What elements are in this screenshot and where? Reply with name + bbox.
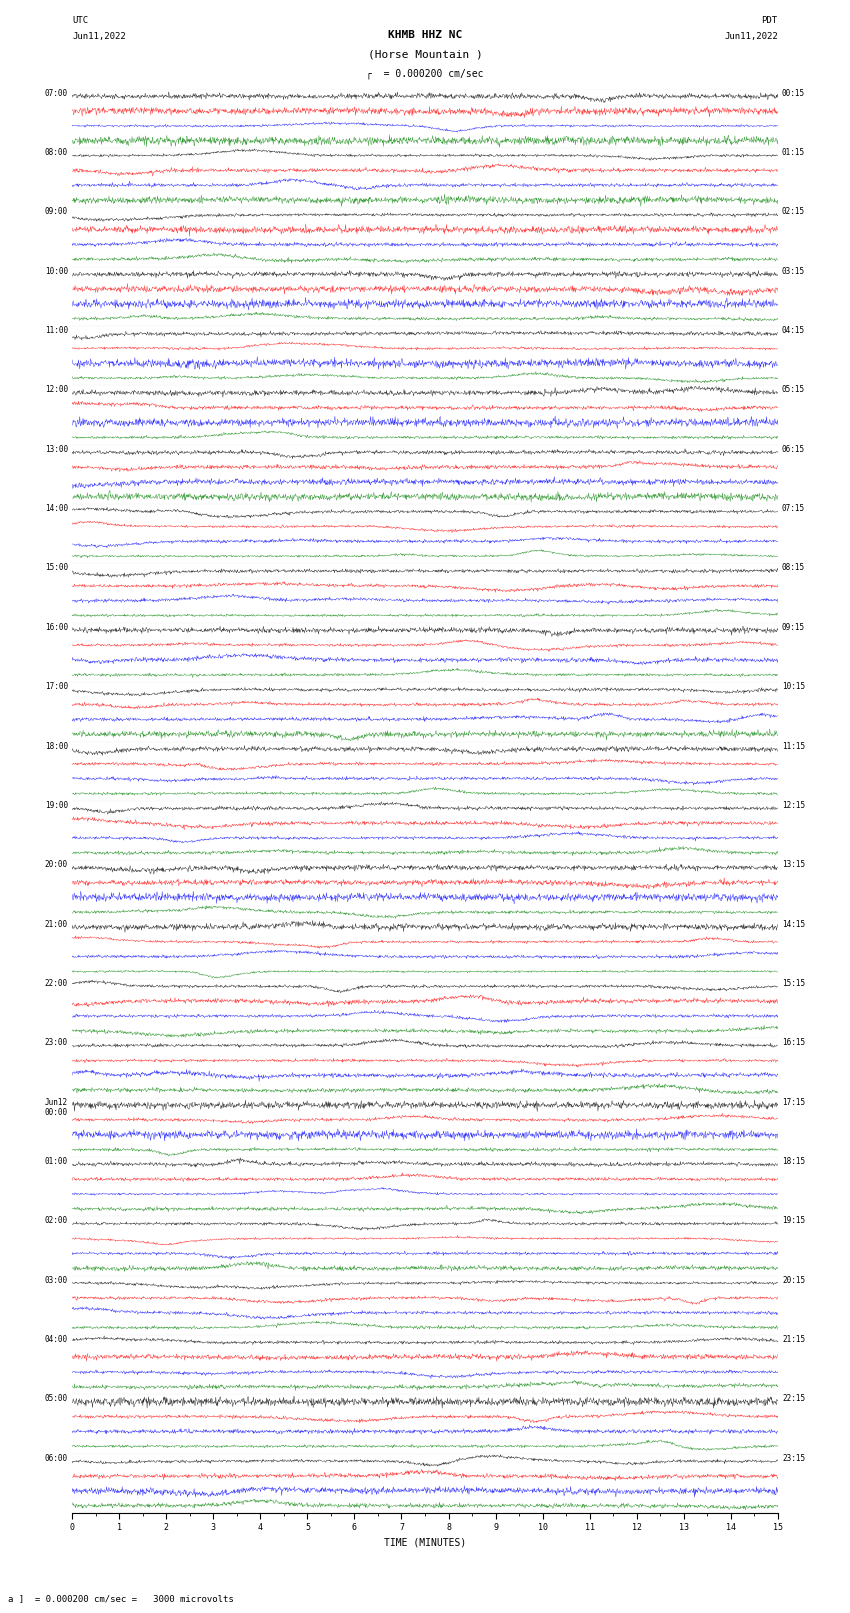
Text: 05:00: 05:00 [45, 1394, 68, 1403]
Text: 03:15: 03:15 [782, 266, 805, 276]
Text: 01:15: 01:15 [782, 148, 805, 156]
Text: 23:15: 23:15 [782, 1453, 805, 1463]
Text: 19:00: 19:00 [45, 800, 68, 810]
Text: 18:15: 18:15 [782, 1157, 805, 1166]
Text: 18:00: 18:00 [45, 742, 68, 750]
Text: 02:15: 02:15 [782, 208, 805, 216]
Text: 01:00: 01:00 [45, 1157, 68, 1166]
Text: 05:15: 05:15 [782, 386, 805, 395]
Text: 15:15: 15:15 [782, 979, 805, 987]
Text: 03:00: 03:00 [45, 1276, 68, 1284]
Text: 19:15: 19:15 [782, 1216, 805, 1226]
Text: 16:00: 16:00 [45, 623, 68, 632]
Text: PDT: PDT [762, 16, 778, 26]
Text: 17:15: 17:15 [782, 1097, 805, 1107]
Text: 00:15: 00:15 [782, 89, 805, 98]
Text: 21:15: 21:15 [782, 1336, 805, 1344]
Text: 13:15: 13:15 [782, 860, 805, 869]
Text: 02:00: 02:00 [45, 1216, 68, 1226]
Text: Jun11,2022: Jun11,2022 [724, 32, 778, 42]
Text: 23:00: 23:00 [45, 1039, 68, 1047]
Text: KHMB HHZ NC: KHMB HHZ NC [388, 31, 462, 40]
Text: UTC: UTC [72, 16, 88, 26]
Text: 10:00: 10:00 [45, 266, 68, 276]
Text: 08:00: 08:00 [45, 148, 68, 156]
Text: a ]  = 0.000200 cm/sec =   3000 microvolts: a ] = 0.000200 cm/sec = 3000 microvolts [8, 1594, 235, 1603]
Text: Jun11,2022: Jun11,2022 [72, 32, 126, 42]
Text: 21:00: 21:00 [45, 919, 68, 929]
Text: 13:00: 13:00 [45, 445, 68, 453]
Text: 16:15: 16:15 [782, 1039, 805, 1047]
Text: 14:15: 14:15 [782, 919, 805, 929]
Text: 04:00: 04:00 [45, 1336, 68, 1344]
Text: 09:00: 09:00 [45, 208, 68, 216]
Text: 12:00: 12:00 [45, 386, 68, 395]
Text: 08:15: 08:15 [782, 563, 805, 573]
Text: 17:00: 17:00 [45, 682, 68, 690]
Text: 11:00: 11:00 [45, 326, 68, 336]
Text: 06:15: 06:15 [782, 445, 805, 453]
Text: 11:15: 11:15 [782, 742, 805, 750]
Text: Jun12
00:00: Jun12 00:00 [45, 1097, 68, 1116]
Text: 20:15: 20:15 [782, 1276, 805, 1284]
X-axis label: TIME (MINUTES): TIME (MINUTES) [384, 1537, 466, 1548]
Text: 06:00: 06:00 [45, 1453, 68, 1463]
Text: 20:00: 20:00 [45, 860, 68, 869]
Text: 22:15: 22:15 [782, 1394, 805, 1403]
Text: 09:15: 09:15 [782, 623, 805, 632]
Text: 07:00: 07:00 [45, 89, 68, 98]
Text: 12:15: 12:15 [782, 800, 805, 810]
Text: 14:00: 14:00 [45, 505, 68, 513]
Text: (Horse Mountain ): (Horse Mountain ) [367, 50, 483, 60]
Text: ┌  = 0.000200 cm/sec: ┌ = 0.000200 cm/sec [366, 69, 484, 79]
Text: 04:15: 04:15 [782, 326, 805, 336]
Text: 10:15: 10:15 [782, 682, 805, 690]
Text: 22:00: 22:00 [45, 979, 68, 987]
Text: 07:15: 07:15 [782, 505, 805, 513]
Text: 15:00: 15:00 [45, 563, 68, 573]
